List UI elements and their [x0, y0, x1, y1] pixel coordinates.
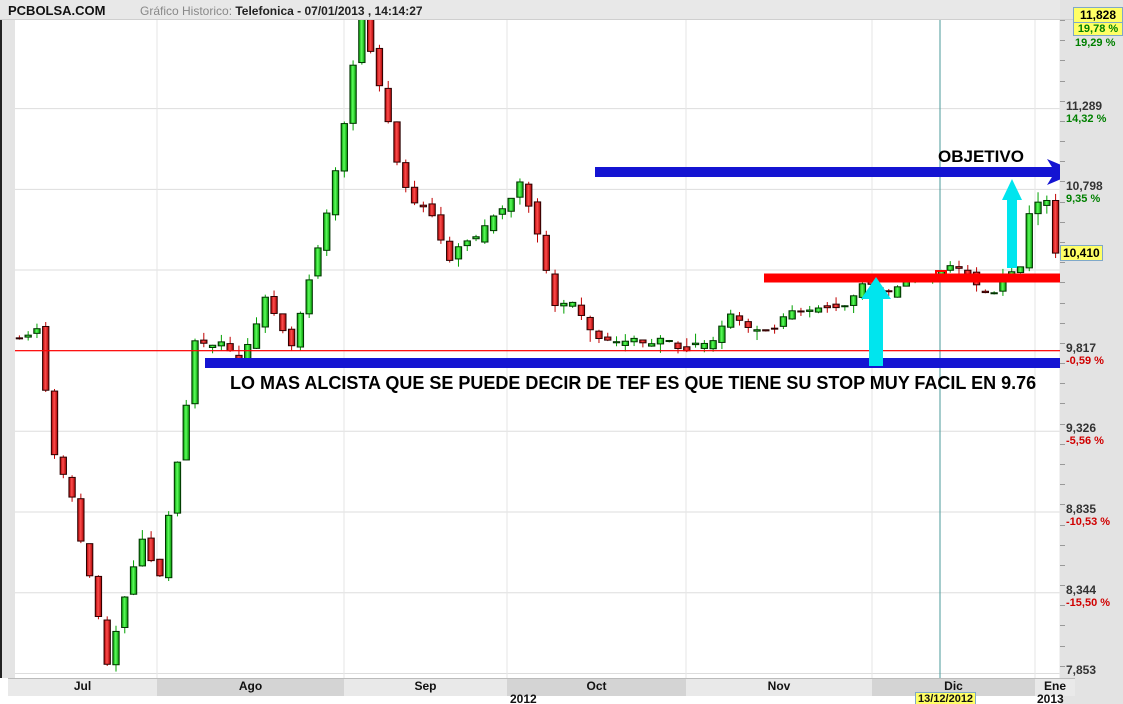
- svg-text:LO MAS ALCISTA QUE SE PUEDE DE: LO MAS ALCISTA QUE SE PUEDE DECIR DE TEF…: [230, 373, 1036, 393]
- svg-text:OBJETIVO: OBJETIVO: [938, 147, 1024, 166]
